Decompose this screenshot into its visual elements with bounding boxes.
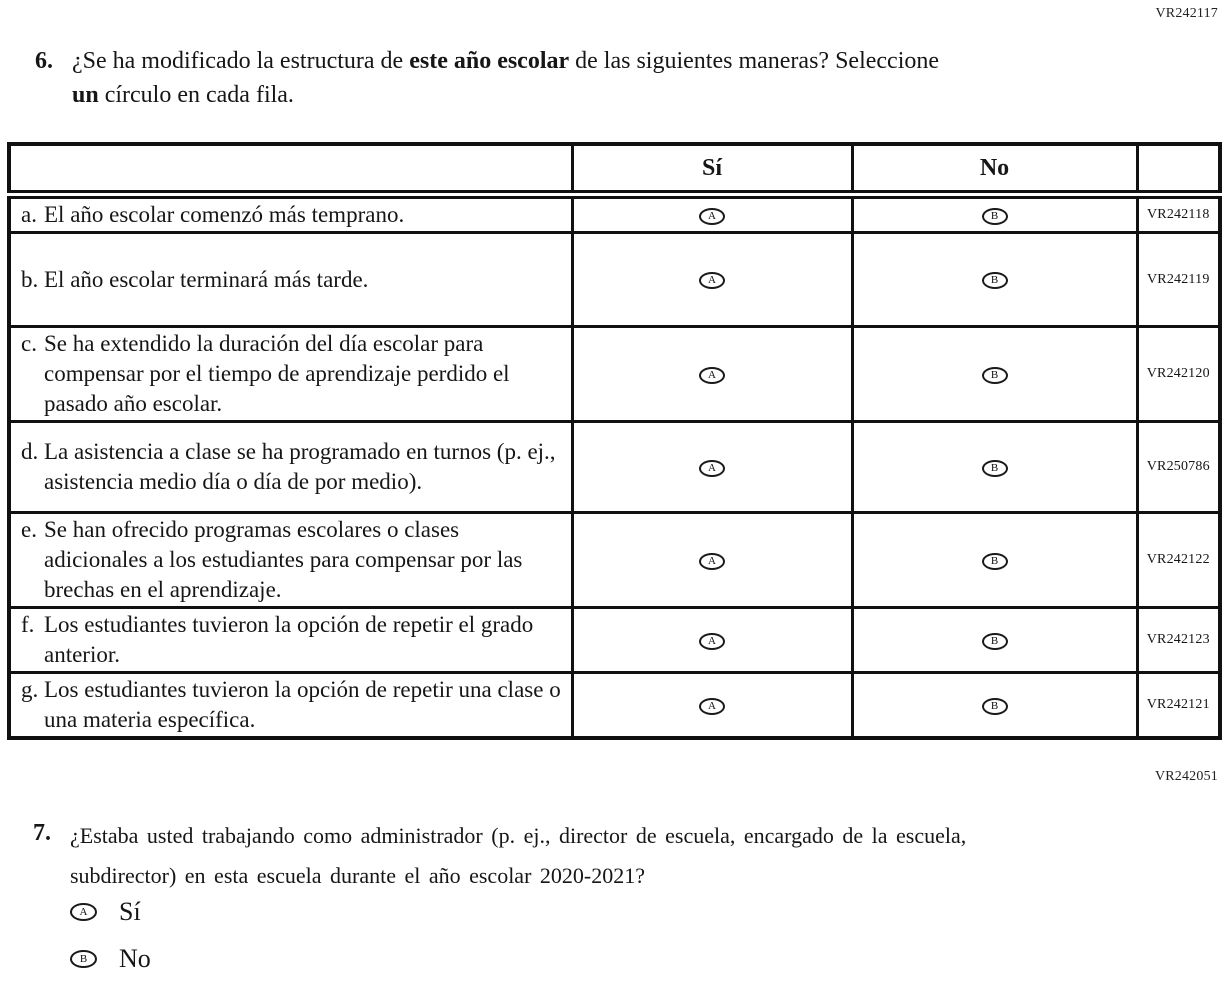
q7-text-line2: subdirector) en esta escuela durante el … [70,863,645,888]
q6-text-bold-phrase: este año escolar [409,48,570,74]
answer-bubble-b[interactable]: B [981,697,1008,715]
q7-option-yes[interactable]: A Sí [70,899,141,925]
row-statement: El año escolar terminará más tarde. [44,266,369,292]
row-letter: e. [21,517,37,542]
row-letter: d. [21,439,39,464]
answer-bubble-a[interactable]: A [699,272,725,289]
table-row: a. El año escolar comenzó más temprano. … [7,193,1222,234]
answer-bubble-b[interactable]: B [981,272,1008,289]
no-option-cell: B [850,671,1139,740]
answer-bubble-a[interactable]: A [699,552,725,570]
statement-cell: e. Se han ofrecido programas escolares o… [7,511,574,609]
statement-cell: a. El año escolar comenzó más temprano. [7,193,574,234]
answer-bubble-b[interactable]: B [70,950,97,968]
q6-header-no: No [850,142,1139,199]
q6-text-post: de las siguientes maneras? Seleccione [569,48,940,74]
yes-option-cell: A [570,606,854,674]
no-option-cell: B [850,606,1139,674]
q6-header-code [1135,142,1222,199]
question-6-number: 6. [35,48,53,74]
table-row: e. Se han ofrecido programas escolares o… [7,511,1222,609]
row-code: VR242121 [1135,671,1222,740]
row-statement: La asistencia a clase se ha programado e… [44,439,556,494]
yes-option-cell: A [570,511,854,609]
answer-bubble-a[interactable]: A [699,697,725,715]
row-statement: Se han ofrecido programas escolares o cl… [44,517,523,602]
table-row: f. Los estudiantes tuvieron la opción de… [7,606,1222,674]
q6-text-line2: círculo en cada fila. [98,82,294,108]
question-7-number: 7. [33,820,51,846]
page-code-top: VR242117 [1155,6,1218,21]
row-code: VR242122 [1135,511,1222,609]
yes-option-cell: A [570,325,854,423]
statement-cell: g. Los estudiantes tuvieron la opción de… [7,671,574,740]
row-letter: a. [21,202,37,227]
statement-cell: c. Se ha extendido la duración del día e… [7,325,574,423]
answer-bubble-a[interactable]: A [699,207,725,225]
answer-bubble-a[interactable]: A [699,366,725,384]
no-option-cell: B [850,193,1139,234]
answer-bubble-b[interactable]: B [981,366,1008,384]
page-code-mid: VR242051 [1154,769,1218,784]
row-code: VR242118 [1135,193,1222,234]
q7-text-line1: ¿Estaba usted trabajando como administra… [70,823,967,848]
row-letter: f. [21,612,35,637]
row-code: VR242120 [1135,325,1222,423]
yes-option-cell: A [570,231,854,328]
answer-bubble-a[interactable]: A [699,459,725,477]
answer-bubble-b[interactable]: B [981,459,1008,477]
answer-bubble-a[interactable]: A [70,903,97,921]
q7-option-no[interactable]: B No [70,946,151,972]
answer-bubble-b[interactable]: B [981,552,1008,570]
q7-option-no-label: No [119,944,151,973]
row-code: VR242119 [1135,231,1222,328]
q6-header-row: Sí No [7,142,1222,199]
no-option-cell: B [850,511,1139,609]
q6-text-pre: ¿Se ha modificado la estructura de [72,48,410,74]
row-letter: g. [21,677,39,702]
row-statement: Se ha extendido la duración del día esco… [44,331,510,416]
no-option-cell: B [850,325,1139,423]
row-letter: b. [21,266,39,292]
q6-table-header: Sí No [7,142,1222,199]
question-6-text: ¿Se ha modificado la estructura de este … [72,44,939,112]
no-option-cell: B [850,420,1139,514]
table-row: b. El año escolar terminará más tarde. A… [7,231,1222,328]
answer-bubble-b[interactable]: B [981,207,1008,225]
question-7-text: ¿Estaba usted trabajando como administra… [70,816,966,896]
row-statement: Los estudiantes tuvieron la opción de re… [44,612,534,667]
statement-cell: b. El año escolar terminará más tarde. [7,231,574,328]
q6-table-body: a. El año escolar comenzó más temprano. … [7,193,1222,740]
answer-bubble-b[interactable]: B [981,632,1008,650]
statement-cell: f. Los estudiantes tuvieron la opción de… [7,606,574,674]
yes-option-cell: A [570,420,854,514]
q6-header-statement [7,142,574,199]
table-row: g. Los estudiantes tuvieron la opción de… [7,671,1222,740]
yes-option-cell: A [570,671,854,740]
row-letter: c. [21,331,37,356]
row-code: VR250786 [1135,420,1222,514]
q6-response-table: Sí No a. El año escolar comenzó más temp… [7,142,1222,740]
row-statement: El año escolar comenzó más temprano. [44,202,405,227]
yes-option-cell: A [570,193,854,234]
q6-text-bold-un: un [72,82,99,108]
q7-option-yes-label: Sí [119,897,141,926]
table-row: d. La asistencia a clase se ha programad… [7,420,1222,514]
statement-cell: d. La asistencia a clase se ha programad… [7,420,574,514]
question-7: 7. ¿Estaba usted trabajando como adminis… [33,816,1193,896]
row-code: VR242123 [1135,606,1222,674]
q6-header-yes: Sí [570,142,854,199]
question-6: 6. ¿Se ha modificado la estructura de es… [35,44,1170,112]
row-statement: Los estudiantes tuvieron la opción de re… [44,677,561,732]
answer-bubble-a[interactable]: A [699,632,725,650]
table-row: c. Se ha extendido la duración del día e… [7,325,1222,423]
no-option-cell: B [850,231,1139,328]
